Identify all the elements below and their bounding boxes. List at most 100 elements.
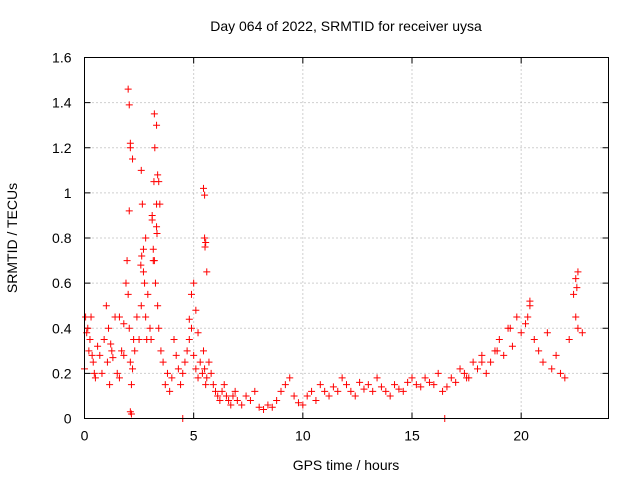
data-point bbox=[174, 365, 182, 373]
data-point bbox=[150, 178, 158, 186]
data-point bbox=[351, 392, 359, 400]
data-point bbox=[161, 381, 169, 389]
data-point bbox=[106, 381, 114, 389]
data-point bbox=[329, 383, 337, 391]
data-point bbox=[129, 365, 137, 373]
data-point bbox=[356, 378, 364, 386]
data-point bbox=[251, 387, 259, 395]
data-point bbox=[130, 336, 138, 344]
data-point bbox=[347, 387, 355, 395]
data-point bbox=[190, 279, 198, 287]
data-point bbox=[391, 381, 399, 389]
data-point bbox=[268, 403, 276, 411]
data-point bbox=[177, 381, 185, 389]
data-point bbox=[115, 313, 123, 321]
data-point bbox=[109, 354, 117, 362]
data-point bbox=[290, 392, 298, 400]
data-point bbox=[373, 374, 381, 382]
x-tick-label: 15 bbox=[404, 428, 420, 444]
data-point bbox=[434, 369, 442, 377]
data-point bbox=[124, 85, 132, 93]
data-point bbox=[572, 313, 580, 321]
data-point bbox=[517, 329, 525, 337]
data-point bbox=[201, 243, 209, 251]
data-point bbox=[183, 347, 191, 355]
data-point bbox=[325, 392, 333, 400]
data-point bbox=[214, 392, 222, 400]
data-point bbox=[125, 324, 133, 332]
data-point bbox=[203, 268, 211, 276]
data-point bbox=[231, 387, 239, 395]
y-tick-label: 0.2 bbox=[52, 365, 72, 381]
data-point bbox=[386, 392, 394, 400]
data-point bbox=[205, 358, 213, 366]
data-point bbox=[425, 378, 433, 386]
data-point bbox=[137, 166, 145, 174]
data-point bbox=[129, 155, 137, 163]
data-point bbox=[395, 385, 403, 393]
data-point bbox=[227, 401, 235, 409]
data-point bbox=[125, 207, 133, 215]
data-point bbox=[179, 369, 187, 377]
data-point bbox=[153, 229, 161, 237]
x-axis-label: GPS time / hours bbox=[293, 457, 400, 473]
data-point bbox=[198, 369, 206, 377]
data-point bbox=[163, 369, 171, 377]
data-point bbox=[552, 351, 560, 359]
data-point bbox=[417, 383, 425, 391]
data-point bbox=[187, 324, 195, 332]
data-point bbox=[212, 387, 219, 395]
data-point bbox=[124, 290, 132, 298]
data-point bbox=[299, 401, 307, 409]
data-point bbox=[157, 347, 165, 355]
data-point bbox=[105, 324, 113, 332]
data-point bbox=[127, 410, 135, 418]
data-point bbox=[530, 336, 538, 344]
data-point bbox=[159, 358, 167, 366]
data-point bbox=[153, 223, 161, 231]
data-point bbox=[334, 387, 342, 395]
data-point bbox=[127, 381, 135, 389]
data-point bbox=[85, 347, 93, 355]
data-point bbox=[225, 396, 233, 404]
data-point bbox=[493, 347, 501, 355]
data-point bbox=[439, 387, 447, 395]
data-point bbox=[338, 374, 346, 382]
data-point bbox=[273, 396, 281, 404]
y-tick-label: 0 bbox=[64, 411, 72, 427]
data-point bbox=[137, 302, 145, 310]
data-point bbox=[96, 351, 104, 359]
data-point bbox=[360, 385, 368, 393]
data-point bbox=[207, 369, 215, 377]
data-point bbox=[154, 302, 162, 310]
data-point bbox=[153, 121, 161, 129]
data-point bbox=[543, 329, 551, 337]
x-tick-label: 5 bbox=[190, 428, 198, 444]
data-point bbox=[574, 324, 582, 332]
data-point bbox=[377, 383, 385, 391]
data-point bbox=[281, 381, 289, 389]
data-point bbox=[90, 369, 98, 377]
data-point bbox=[150, 110, 158, 118]
y-tick-label: 1.4 bbox=[52, 95, 72, 111]
data-point bbox=[143, 336, 151, 344]
data-point bbox=[199, 184, 207, 192]
data-point bbox=[421, 374, 429, 382]
data-point bbox=[133, 313, 141, 321]
data-point bbox=[144, 290, 152, 298]
data-point bbox=[84, 324, 92, 332]
data-point bbox=[463, 374, 471, 382]
data-point bbox=[102, 302, 110, 310]
data-point bbox=[460, 369, 468, 377]
data-point bbox=[190, 351, 198, 359]
data-point bbox=[108, 347, 116, 355]
data-point bbox=[118, 347, 126, 355]
data-point bbox=[120, 320, 128, 328]
data-point bbox=[194, 374, 202, 382]
data-point bbox=[312, 396, 320, 404]
data-point bbox=[168, 374, 176, 382]
data-point bbox=[574, 268, 582, 276]
data-point bbox=[382, 387, 390, 395]
data-point bbox=[149, 245, 157, 253]
data-point bbox=[138, 200, 146, 208]
